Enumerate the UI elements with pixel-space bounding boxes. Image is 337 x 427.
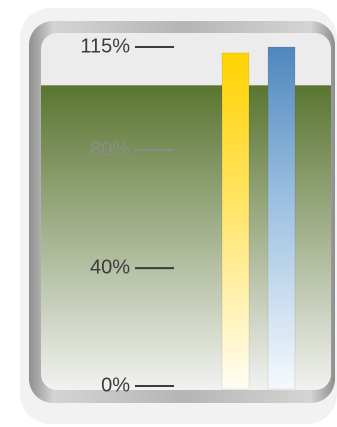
y-tick-label: 80% <box>90 138 130 160</box>
bar-2 <box>267 46 296 390</box>
y-tick-label: 40% <box>90 256 130 278</box>
bar-1 <box>221 52 250 390</box>
y-tick-label: 115% <box>80 35 130 57</box>
y-tick-label: 0% <box>101 374 130 396</box>
